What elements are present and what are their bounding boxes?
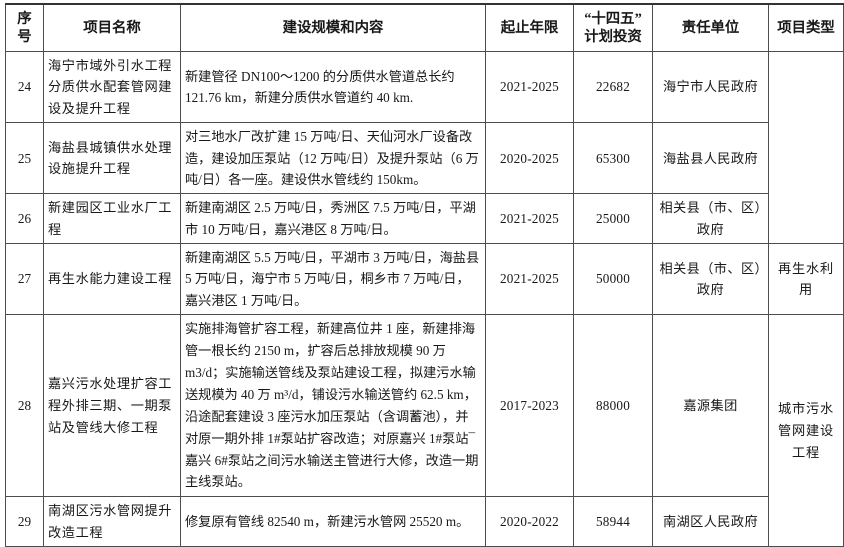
- cell-name: 海盐县城镇供水处理设施提升工程: [43, 122, 181, 195]
- cell-type-merged-empty: [768, 51, 844, 244]
- column-header-seq-line1: 序: [17, 11, 32, 27]
- table-body: 24 海宁市域外引水工程分质供水配套管网建设及提升工程 新建管径 DN100～1…: [5, 50, 844, 547]
- cell-scope: 新建管径 DN100～1200 的分质供水管道总长约 121.76 km，新建分…: [180, 50, 486, 124]
- cell-unit: 嘉源集团: [652, 314, 769, 498]
- cell-unit: 南湖区人民政府: [652, 496, 769, 547]
- table-row: 29 南湖区污水管网提升改造工程 修复原有管线 82540 m，新建污水管网 2…: [5, 496, 844, 547]
- column-header-invest: “十四五” 计划投资: [573, 3, 653, 52]
- cell-scope: 实施排海管扩容工程，新建高位井 1 座，新建排海管一根长约 2150 m，扩容后…: [180, 314, 486, 498]
- cell-seq: 26: [5, 193, 44, 244]
- table-row: 25 海盐县城镇供水处理设施提升工程 对三地水厂改扩建 15 万吨/日、天仙河水…: [5, 122, 844, 195]
- cell-type: 再生水利用: [768, 242, 844, 316]
- cell-seq: 24: [5, 50, 44, 124]
- cell-seq: 29: [5, 496, 44, 547]
- column-header-seq: 序 号: [5, 3, 44, 52]
- cell-scope: 对三地水厂改扩建 15 万吨/日、天仙河水厂设备改造，建设加压泵站（12 万吨/…: [180, 122, 486, 195]
- column-header-years: 起止年限: [485, 3, 574, 52]
- cell-invest: 58944: [573, 496, 653, 547]
- cell-scope: 修复原有管线 82540 m，新建污水管网 25520 m。: [180, 496, 486, 547]
- cell-type-merged: 城市污水管网建设工程: [768, 314, 844, 547]
- cell-name: 南湖区污水管网提升改造工程: [43, 496, 181, 547]
- cell-seq: 27: [5, 242, 44, 316]
- cell-name: 嘉兴污水处理扩容工程外排三期、一期泵站及管线大修工程: [43, 314, 181, 498]
- cell-unit: 相关县（市、区）政府: [652, 242, 769, 316]
- cell-years: 2021-2025: [485, 193, 574, 244]
- cell-invest: 50000: [573, 242, 653, 316]
- cell-unit: 海宁市人民政府: [652, 50, 769, 124]
- cell-years: 2020-2025: [485, 122, 574, 195]
- table-row: 28 嘉兴污水处理扩容工程外排三期、一期泵站及管线大修工程 实施排海管扩容工程，…: [5, 314, 844, 547]
- column-header-invest-line2: 计划投资: [584, 29, 642, 45]
- cell-unit: 相关县（市、区）政府: [652, 193, 769, 244]
- column-header-scope: 建设规模和内容: [180, 3, 486, 52]
- table-header: 序 号 项目名称 建设规模和内容 起止年限 “十四五” 计划投资 责任单位 项目…: [5, 3, 844, 52]
- column-header-unit: 责任单位: [652, 3, 769, 52]
- column-header-type: 项目类型: [768, 3, 844, 52]
- table-row: 26 新建园区工业水厂工程 新建南湖区 2.5 万吨/日，秀洲区 7.5 万吨/…: [5, 193, 844, 244]
- construction-plan-table: 序 号 项目名称 建设规模和内容 起止年限 “十四五” 计划投资 责任单位 项目…: [5, 3, 844, 547]
- cell-years: 2020-2022: [485, 496, 574, 547]
- cell-scope: 新建南湖区 5.5 万吨/日，平湖市 3 万吨/日，海盐县 5 万吨/日，海宁市…: [180, 242, 486, 316]
- cell-invest: 22682: [573, 50, 653, 124]
- cell-invest: 25000: [573, 193, 653, 244]
- table-row: 24 海宁市域外引水工程分质供水配套管网建设及提升工程 新建管径 DN100～1…: [5, 50, 844, 244]
- table-row: 27 再生水能力建设工程 新建南湖区 5.5 万吨/日，平湖市 3 万吨/日，海…: [5, 242, 844, 316]
- cell-unit: 海盐县人民政府: [652, 122, 769, 195]
- column-header-name: 项目名称: [43, 3, 181, 52]
- header-row: 序 号 项目名称 建设规模和内容 起止年限 “十四五” 计划投资 责任单位 项目…: [5, 3, 844, 52]
- cell-years: 2021-2025: [485, 242, 574, 316]
- cell-seq: 25: [5, 122, 44, 195]
- cell-seq: 28: [5, 314, 44, 498]
- cell-years: 2017-2023: [485, 314, 574, 498]
- cell-name: 海宁市域外引水工程分质供水配套管网建设及提升工程: [43, 50, 181, 124]
- document-page: 序 号 项目名称 建设规模和内容 起止年限 “十四五” 计划投资 责任单位 项目…: [5, 3, 844, 547]
- cell-years: 2021-2025: [485, 50, 574, 124]
- column-header-invest-line1: “十四五”: [584, 11, 642, 27]
- column-header-seq-line2: 号: [17, 29, 32, 45]
- cell-invest: 88000: [573, 314, 653, 498]
- cell-invest: 65300: [573, 122, 653, 195]
- cell-name: 再生水能力建设工程: [43, 242, 181, 316]
- cell-name: 新建园区工业水厂工程: [43, 193, 181, 244]
- cell-scope: 新建南湖区 2.5 万吨/日，秀洲区 7.5 万吨/日，平湖市 10 万吨/日，…: [180, 193, 486, 244]
